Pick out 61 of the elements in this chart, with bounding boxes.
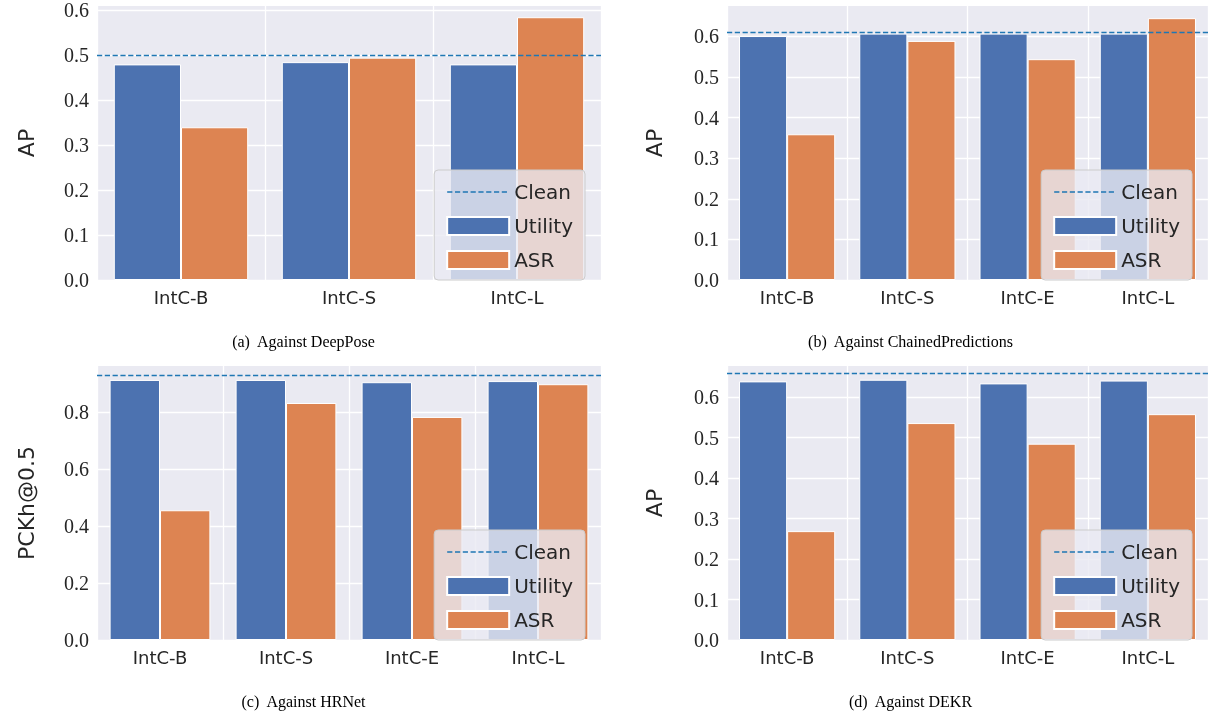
y-tick-label: 0.5 bbox=[694, 426, 719, 449]
y-tick-label: 0.6 bbox=[64, 458, 89, 481]
legend-label: Utility bbox=[514, 214, 574, 238]
y-tick-label: 0.1 bbox=[694, 588, 719, 611]
x-tick-label: IntC-B bbox=[153, 286, 209, 308]
y-axis-title: PCKh@0.5 bbox=[13, 446, 39, 560]
text: (a) Against DeepPose bbox=[232, 332, 375, 351]
legend-label: ASR bbox=[514, 248, 555, 272]
y-tick-label: 0.0 bbox=[64, 269, 89, 291]
y-tick-label: 0.6 bbox=[694, 386, 719, 409]
y-tick-label: 0.8 bbox=[64, 401, 89, 424]
x-tick-label: IntC-S bbox=[880, 646, 935, 668]
text: (c) Against HRNet bbox=[241, 692, 367, 711]
y-tick-label: 0.5 bbox=[694, 66, 719, 89]
x-tick-label: IntC-E bbox=[1000, 286, 1055, 308]
y-tick-label: 0.2 bbox=[64, 572, 89, 595]
y-tick-label: 0.2 bbox=[64, 179, 89, 202]
legend-label: ASR bbox=[1121, 248, 1162, 272]
x-tick-label: IntC-S bbox=[321, 286, 377, 308]
legend-label: Clean bbox=[1121, 180, 1178, 204]
legend-label: Utility bbox=[1121, 574, 1181, 598]
x-tick-label: IntC-L bbox=[490, 286, 544, 308]
legend-label: Clean bbox=[514, 180, 571, 204]
y-tick-label: 0.4 bbox=[694, 106, 719, 129]
x-tick-label: IntC-S bbox=[880, 286, 935, 308]
y-tick-label: 0.1 bbox=[694, 228, 719, 251]
y-axis-title: AP bbox=[13, 128, 39, 158]
y-tick-label: 0.3 bbox=[64, 134, 89, 157]
x-tick-label: IntC-B bbox=[759, 646, 815, 668]
x-tick-label: IntC-B bbox=[759, 286, 815, 308]
y-tick-label: 0.2 bbox=[694, 187, 719, 210]
legend-label: Utility bbox=[1121, 214, 1181, 238]
x-tick-label: IntC-L bbox=[1121, 286, 1175, 308]
legend-label: Clean bbox=[514, 540, 571, 564]
legend-label: Utility bbox=[514, 574, 574, 598]
y-tick-label: 0.5 bbox=[64, 44, 89, 67]
x-tick-label: IntC-B bbox=[132, 646, 188, 668]
y-tick-label: 0.6 bbox=[694, 25, 719, 48]
y-tick-label: 0.0 bbox=[694, 629, 719, 651]
y-tick-label: 0.6 bbox=[64, 0, 89, 22]
legend-label: ASR bbox=[1121, 608, 1162, 632]
text: (b) Against ChainedPredictions bbox=[808, 332, 1013, 351]
y-tick-label: 0.2 bbox=[694, 548, 719, 571]
x-tick-label: IntC-S bbox=[258, 646, 314, 668]
x-tick-label: IntC-L bbox=[1121, 646, 1175, 668]
y-tick-label: 0.4 bbox=[694, 467, 719, 490]
y-tick-label: 0.3 bbox=[694, 507, 719, 530]
x-tick-label: IntC-E bbox=[1000, 646, 1055, 668]
y-axis-title: AP bbox=[641, 488, 667, 518]
y-tick-label: 0.0 bbox=[64, 629, 89, 651]
legend-label: ASR bbox=[514, 608, 555, 632]
y-tick-label: 0.1 bbox=[64, 224, 89, 247]
y-tick-label: 0.0 bbox=[694, 269, 719, 291]
y-tick-label: 0.3 bbox=[694, 147, 719, 170]
x-tick-label: IntC-L bbox=[511, 646, 565, 668]
y-tick-label: 0.4 bbox=[64, 89, 89, 112]
y-tick-label: 0.4 bbox=[64, 515, 89, 538]
legend-label: Clean bbox=[1121, 540, 1178, 564]
y-axis-title: AP bbox=[641, 128, 667, 158]
x-tick-label: IntC-E bbox=[384, 646, 440, 668]
text: (d) Against DEKR bbox=[848, 692, 973, 711]
